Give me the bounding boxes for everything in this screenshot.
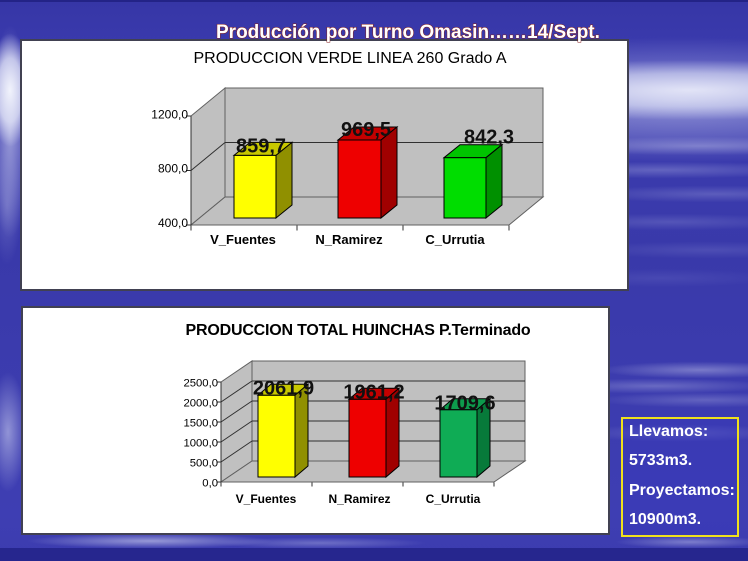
svg-text:2061,9: 2061,9 bbox=[253, 378, 314, 400]
svg-text:2000,0: 2000,0 bbox=[183, 398, 218, 410]
svg-text:V_Fuentes: V_Fuentes bbox=[210, 232, 276, 247]
svg-text:1709,6: 1709,6 bbox=[434, 392, 495, 414]
svg-text:V_Fuentes: V_Fuentes bbox=[236, 492, 297, 506]
svg-text:1200,0: 1200,0 bbox=[151, 108, 188, 122]
svg-text:C_Urrutia: C_Urrutia bbox=[425, 232, 485, 247]
svg-text:800,0: 800,0 bbox=[158, 162, 188, 176]
svg-text:C_Urrutia: C_Urrutia bbox=[426, 492, 481, 506]
svg-text:842,3: 842,3 bbox=[464, 127, 514, 149]
svg-text:0,0: 0,0 bbox=[202, 478, 218, 490]
svg-text:969,5: 969,5 bbox=[341, 119, 391, 141]
svg-text:1000,0: 1000,0 bbox=[183, 438, 218, 450]
svg-text:N_Ramirez: N_Ramirez bbox=[315, 232, 383, 247]
svg-text:500,0: 500,0 bbox=[190, 458, 218, 470]
svg-text:1961,2: 1961,2 bbox=[343, 382, 404, 404]
svg-text:2500,0: 2500,0 bbox=[183, 378, 218, 390]
svg-text:859,7: 859,7 bbox=[236, 136, 286, 158]
svg-text:1500,0: 1500,0 bbox=[183, 418, 218, 430]
svg-text:400,0: 400,0 bbox=[158, 216, 188, 230]
svg-text:N_Ramirez: N_Ramirez bbox=[328, 492, 390, 506]
svg-text:PRODUCCION TOTAL HUINCHAS P.Te: PRODUCCION TOTAL HUINCHAS P.Terminado bbox=[186, 322, 531, 339]
svg-text:PRODUCCION VERDE LINEA 260 Gra: PRODUCCION VERDE LINEA 260 Grado A bbox=[194, 50, 507, 67]
